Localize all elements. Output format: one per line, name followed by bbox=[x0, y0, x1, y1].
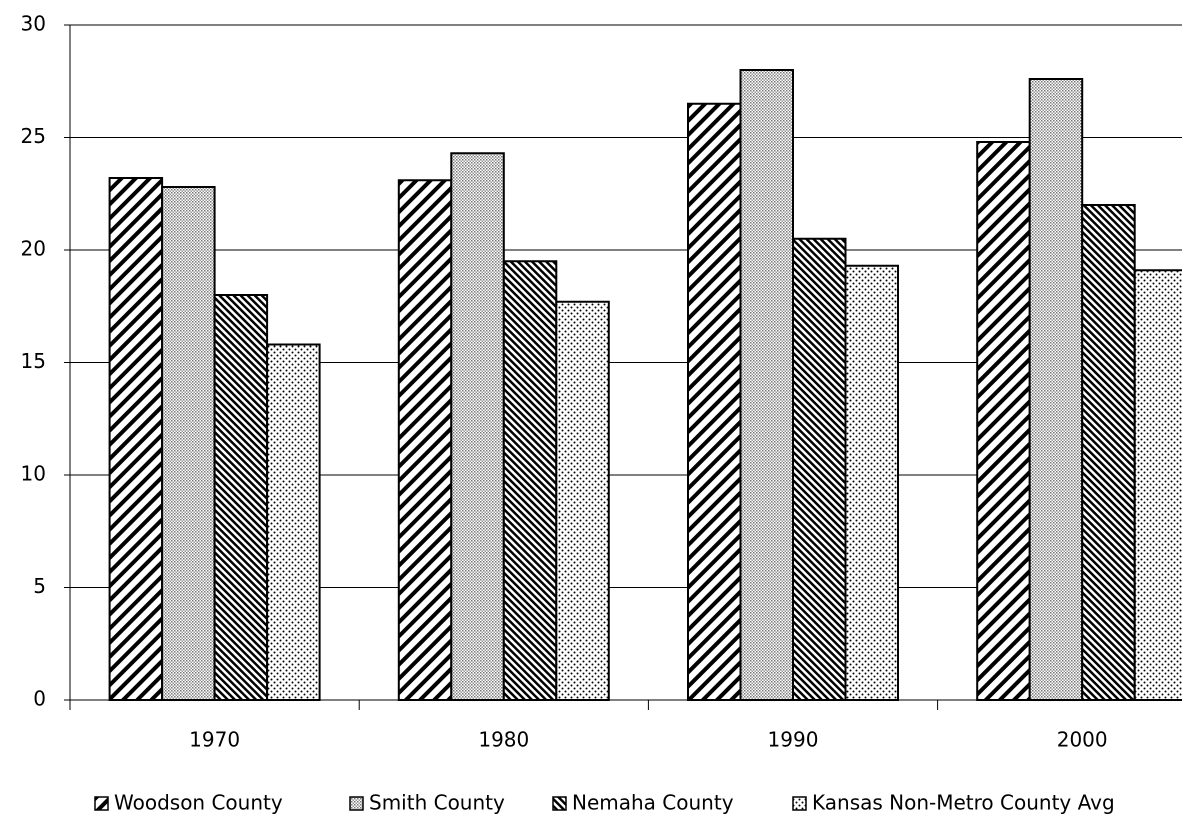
legend-label: Smith County bbox=[369, 791, 505, 815]
bar bbox=[687, 102, 742, 701]
y-tick-label: 25 bbox=[21, 124, 46, 148]
bar bbox=[108, 177, 164, 701]
legend-swatch bbox=[349, 796, 364, 811]
legend-label: Kansas Non-Metro County Avg bbox=[812, 791, 1115, 815]
bar bbox=[502, 260, 558, 701]
legend-swatch bbox=[552, 796, 567, 811]
legend-label: Nemaha County bbox=[572, 791, 734, 815]
x-tick-label: 1990 bbox=[768, 728, 819, 752]
bar bbox=[450, 152, 505, 701]
bar bbox=[266, 343, 321, 701]
bar bbox=[844, 264, 899, 701]
legend-swatch bbox=[792, 796, 807, 811]
x-tick-label: 1980 bbox=[478, 728, 529, 752]
bar bbox=[739, 69, 794, 701]
y-tick-label: 10 bbox=[21, 462, 46, 486]
x-tick-label: 2000 bbox=[1057, 728, 1108, 752]
bar bbox=[555, 300, 610, 701]
bar bbox=[161, 186, 216, 701]
bar bbox=[213, 294, 269, 701]
legend-swatch bbox=[94, 796, 109, 811]
bar bbox=[1133, 269, 1182, 701]
y-tick-label: 15 bbox=[21, 349, 46, 373]
bar bbox=[1081, 204, 1136, 701]
bar bbox=[397, 179, 453, 701]
bar bbox=[976, 141, 1031, 701]
y-tick-label: 30 bbox=[21, 12, 46, 36]
bar bbox=[792, 237, 847, 701]
y-tick-label: 0 bbox=[33, 687, 46, 711]
legend-label: Woodson County bbox=[114, 791, 283, 815]
bar bbox=[1028, 78, 1084, 701]
y-tick-label: 5 bbox=[33, 574, 46, 598]
x-tick-label: 1970 bbox=[189, 728, 240, 752]
y-tick-label: 20 bbox=[21, 237, 46, 261]
